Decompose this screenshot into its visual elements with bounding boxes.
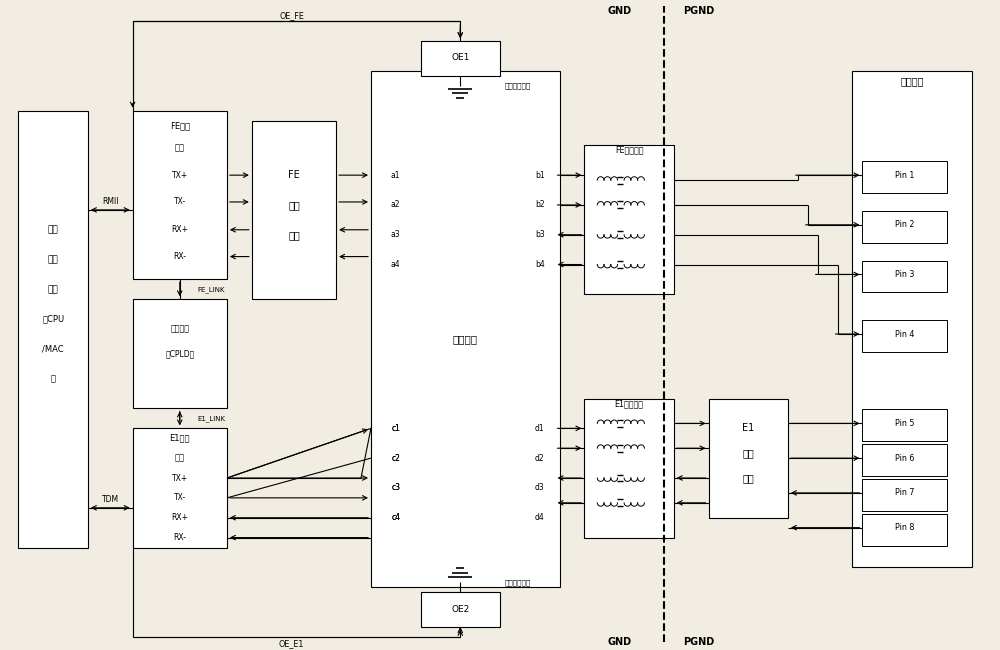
Text: 防护: 防护 [742, 448, 754, 458]
Text: （CPLD）: （CPLD） [165, 350, 194, 358]
Text: a2: a2 [391, 200, 400, 209]
Bar [862, 161, 947, 193]
Text: E1隔变组件: E1隔变组件 [615, 399, 644, 408]
Text: FE接口: FE接口 [170, 121, 190, 130]
Bar [852, 71, 972, 567]
Bar [862, 211, 947, 242]
Text: TDM: TDM [102, 495, 119, 504]
Text: c3: c3 [391, 484, 400, 493]
Text: PGND: PGND [683, 6, 714, 16]
Text: d2: d2 [535, 454, 545, 463]
Text: Pin 3: Pin 3 [895, 270, 914, 279]
Bar [862, 320, 947, 352]
Text: RMII: RMII [102, 198, 119, 207]
Text: 处理: 处理 [48, 255, 59, 264]
Text: TX+: TX+ [172, 473, 188, 482]
Text: Pin 2: Pin 2 [895, 220, 914, 229]
Text: d1: d1 [535, 424, 545, 433]
Bar [862, 444, 947, 476]
Text: RX+: RX+ [171, 514, 188, 522]
Text: c3: c3 [391, 484, 400, 493]
Text: RX-: RX- [173, 533, 186, 542]
Text: GND: GND [607, 6, 631, 16]
Text: FE: FE [288, 170, 300, 180]
Text: RX+: RX+ [171, 226, 188, 234]
Text: 第一信号开关: 第一信号开关 [505, 83, 531, 89]
Text: OE1: OE1 [451, 53, 469, 62]
Bar [862, 261, 947, 292]
Text: 逻辑器件: 逻辑器件 [170, 324, 189, 333]
Text: 器件: 器件 [288, 229, 300, 240]
Bar [421, 41, 500, 76]
Text: 开关芯片: 开关芯片 [453, 334, 478, 344]
Bar [133, 299, 227, 408]
Text: c4: c4 [391, 514, 400, 522]
Text: GND: GND [607, 637, 631, 647]
Text: c2: c2 [391, 454, 400, 463]
Text: E1: E1 [742, 423, 754, 434]
Bar [133, 428, 227, 547]
Text: c4: c4 [391, 514, 400, 522]
Bar [862, 410, 947, 441]
Text: Pin 7: Pin 7 [895, 488, 914, 497]
Text: FE隔变组件: FE隔变组件 [615, 146, 643, 155]
Text: PGND: PGND [683, 637, 714, 647]
Text: FE_LINK: FE_LINK [197, 286, 225, 292]
Text: E1_LINK: E1_LINK [197, 415, 225, 422]
Text: 第二信号开关: 第二信号开关 [505, 579, 531, 586]
Text: Pin 5: Pin 5 [895, 419, 914, 428]
Text: TX+: TX+ [172, 171, 188, 179]
Text: b4: b4 [535, 260, 545, 269]
Text: 单元: 单元 [48, 285, 59, 294]
Text: d4: d4 [535, 514, 545, 522]
Text: /MAC: /MAC [42, 344, 64, 354]
Text: b3: b3 [535, 230, 545, 239]
Text: 芯片: 芯片 [175, 144, 185, 153]
Text: OE_FE: OE_FE [279, 11, 304, 20]
Text: ）: ） [51, 374, 56, 384]
Bar [584, 146, 674, 294]
Text: a4: a4 [391, 260, 401, 269]
Bar [252, 120, 336, 299]
Text: b1: b1 [535, 171, 545, 179]
Text: b2: b2 [535, 200, 545, 209]
Text: E1接口: E1接口 [170, 434, 190, 443]
Text: c1: c1 [391, 424, 400, 433]
Text: （CPU: （CPU [42, 315, 64, 324]
Text: Pin 1: Pin 1 [895, 171, 914, 179]
Bar [862, 479, 947, 511]
Bar [371, 71, 560, 587]
Text: Pin 6: Pin 6 [895, 454, 914, 463]
Text: Pin 4: Pin 4 [895, 330, 914, 339]
Text: TX-: TX- [174, 198, 186, 207]
Text: a3: a3 [391, 230, 401, 239]
Text: 中央: 中央 [48, 226, 59, 234]
Text: OE2: OE2 [451, 604, 469, 614]
Text: 信号接口: 信号接口 [900, 76, 924, 86]
Bar [709, 398, 788, 517]
Text: 器件: 器件 [742, 473, 754, 483]
Text: RX-: RX- [173, 252, 186, 261]
Text: OE_E1: OE_E1 [279, 639, 304, 648]
Bar [584, 398, 674, 538]
Text: c2: c2 [391, 454, 400, 463]
Bar [18, 111, 88, 547]
Text: TX-: TX- [174, 493, 186, 502]
Text: d3: d3 [535, 484, 545, 493]
Text: c1: c1 [391, 424, 400, 433]
Bar [862, 514, 947, 545]
Text: a1: a1 [391, 171, 400, 179]
Bar [133, 111, 227, 280]
Text: 芯片: 芯片 [175, 454, 185, 463]
Bar [421, 592, 500, 627]
Text: Pin 8: Pin 8 [895, 523, 914, 532]
Text: 防护: 防护 [288, 200, 300, 210]
